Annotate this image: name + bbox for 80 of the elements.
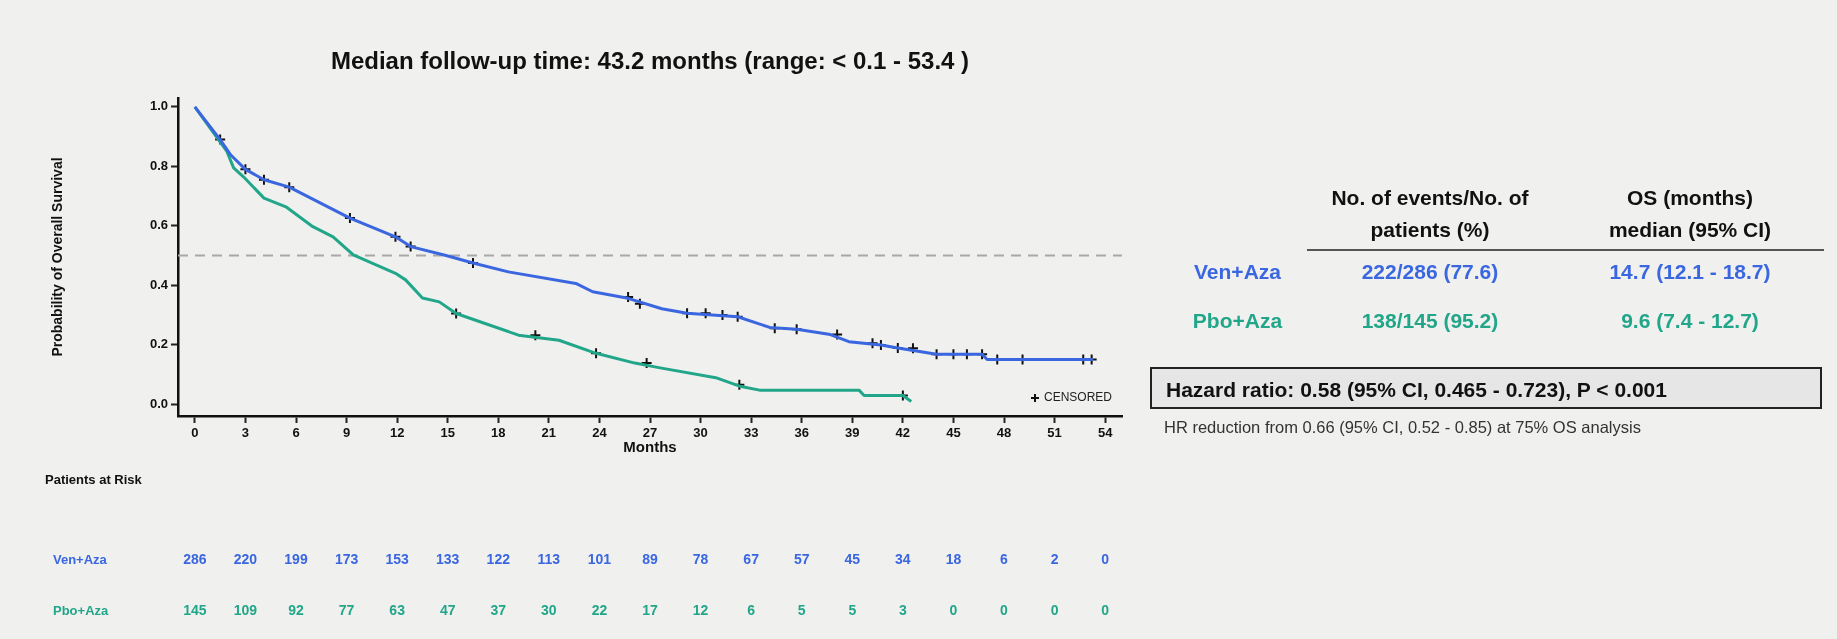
text: 78	[692, 550, 709, 567]
text: 63	[389, 601, 406, 618]
y-tick-label: 0.6	[149, 217, 168, 233]
text: 133	[436, 550, 460, 567]
text: 6	[1000, 550, 1009, 567]
x-tick-label: 0	[191, 425, 199, 441]
x-tick-label: 18	[491, 425, 506, 441]
x-tick-label: 48	[996, 425, 1012, 441]
text: 14.7 (12.1 - 18.7)	[1608, 260, 1772, 284]
text: 0	[1101, 550, 1110, 567]
text: 101	[587, 550, 612, 567]
x-tick-label: 21	[541, 425, 557, 441]
text: 67	[743, 550, 760, 567]
x-tick-label: 27	[642, 425, 658, 441]
text: 6	[747, 601, 756, 618]
text: 3	[898, 601, 907, 618]
text: 286	[183, 550, 207, 567]
y-axis-title: Probability of Overall Survival	[49, 157, 66, 357]
x-tick-label: 54	[1097, 425, 1114, 441]
x-axis-title: Months	[623, 438, 677, 456]
text: OS (months) median (95% CI)	[1607, 185, 1773, 243]
text: 5	[848, 601, 857, 618]
text: Patients at Risk	[45, 471, 143, 487]
text: 199	[284, 550, 308, 567]
text: Ven+Aza	[53, 551, 108, 567]
x-tick-label: 42	[895, 425, 911, 441]
x-tick-label: 33	[743, 425, 759, 441]
y-tick-label: 1.0	[149, 98, 168, 114]
text: 18	[945, 550, 962, 567]
text: 2	[1050, 550, 1059, 567]
x-tick-label: 39	[845, 425, 860, 441]
x-tick-label: 30	[693, 425, 708, 441]
text: 0	[949, 601, 958, 618]
x-tick-label: 3	[241, 425, 250, 441]
text: 0	[1101, 601, 1110, 618]
x-tick-label: 24	[592, 425, 608, 441]
text: 0	[1050, 601, 1059, 618]
text: 0	[1000, 601, 1009, 618]
text: 113	[537, 550, 561, 567]
text: 34	[895, 550, 911, 567]
text: 57	[793, 550, 810, 567]
text: 45	[844, 550, 861, 567]
text: 153	[385, 550, 410, 567]
y-tick-label: 0.2	[149, 336, 168, 352]
text: 22	[591, 601, 608, 618]
text: Ven+Aza	[1193, 260, 1282, 284]
text: 145	[183, 601, 207, 618]
text: 222/286 (77.6)	[1360, 260, 1500, 284]
text: HR reduction from 0.66 (95% CI, 0.52 - 0.85) at 75% OS analysis	[1164, 418, 1642, 437]
y-tick-label: 0.8	[149, 157, 168, 173]
x-tick-label: 9	[342, 425, 351, 441]
text: 138/145 (95.2)	[1360, 309, 1500, 333]
text: Pbo+Aza	[53, 602, 110, 618]
chart-title: Median follow-up time: 43.2 months (range: < 0.1 - 53.4 )	[330, 46, 970, 74]
text: 89	[642, 550, 658, 567]
text: 30	[541, 601, 557, 618]
text: 47	[439, 601, 456, 618]
text: 37	[490, 601, 507, 618]
text: 12	[692, 601, 709, 618]
text: No. of events/No. of patients (%)	[1330, 185, 1530, 243]
text: 17	[642, 601, 658, 618]
y-tick-label: 0.0	[149, 395, 168, 411]
x-tick-label: 12	[389, 425, 405, 441]
text: 109	[233, 601, 258, 618]
x-tick-label: 15	[440, 425, 455, 441]
x-tick-label: 36	[794, 425, 809, 441]
text: 220	[233, 550, 258, 567]
text: 173	[334, 550, 359, 567]
x-tick-label: 45	[946, 425, 961, 441]
text: Hazard ratio: 0.58 (95% CI, 0.465 - 0.723), P < 0.001	[1150, 367, 1822, 409]
text: 5	[797, 601, 806, 618]
text: 122	[486, 550, 511, 567]
x-tick-label: 6	[292, 425, 300, 441]
x-tick-label: 51	[1047, 425, 1062, 441]
text: Pbo+Aza	[1191, 309, 1284, 333]
text: 9.6 (7.4 - 12.7)	[1620, 309, 1760, 333]
text: 77	[338, 601, 355, 618]
y-tick-label: 0.4	[149, 276, 169, 292]
text: 92	[288, 601, 304, 618]
legend-label: CENSORED	[1043, 390, 1113, 405]
